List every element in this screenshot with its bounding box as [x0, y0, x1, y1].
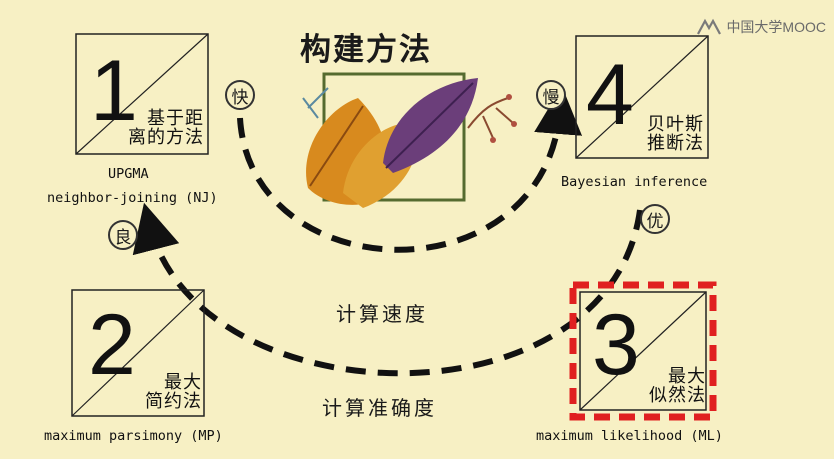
page-title: 构建方法 — [300, 32, 432, 68]
method-number: 4 — [586, 47, 634, 143]
method-name-cn: 最大 似然法 — [649, 366, 706, 406]
good-badge: 良 — [108, 220, 138, 250]
method-frame — [75, 33, 209, 155]
method-number: 1 — [90, 43, 138, 139]
mooc-watermark: 中国大学MOOC — [696, 17, 826, 37]
method-frame-highlight — [569, 281, 717, 421]
accuracy-label: 计算准确度 — [318, 392, 441, 421]
method-box-2: 2 最大 简约法 — [68, 286, 208, 422]
method-name-cn: 贝叶斯 推断法 — [647, 114, 704, 154]
method-label: UPGMA — [108, 166, 149, 182]
method-number: 3 — [592, 297, 640, 393]
leaf-illustration — [302, 72, 517, 208]
accuracy-arc — [132, 202, 643, 377]
method-box-1: 1 基于距 离的方法 — [72, 30, 212, 158]
method-label: neighbor-joining (NJ) — [47, 190, 218, 206]
method-box-3: 3 最大 似然法 — [568, 280, 718, 422]
best-badge: 优 — [640, 204, 670, 234]
method-box-4: 4 贝叶斯 推断法 — [572, 32, 712, 162]
method-label: Bayesian inference — [561, 174, 708, 190]
method-label: maximum likelihood (ML) — [536, 428, 723, 444]
method-frame — [575, 35, 709, 159]
speed-label: 计算速度 — [332, 298, 432, 327]
speed-arc — [237, 86, 582, 253]
fast-badge: 快 — [225, 80, 255, 110]
watermark-text: 中国大学MOOC — [726, 19, 826, 35]
method-frame — [71, 289, 205, 417]
method-number: 2 — [88, 297, 136, 393]
slow-badge: 慢 — [536, 80, 566, 110]
method-name-cn: 最大 简约法 — [145, 372, 202, 412]
method-label: maximum parsimony (MP) — [44, 428, 223, 444]
method-name-cn: 基于距 离的方法 — [128, 108, 204, 148]
mooc-logo-icon — [697, 18, 722, 35]
